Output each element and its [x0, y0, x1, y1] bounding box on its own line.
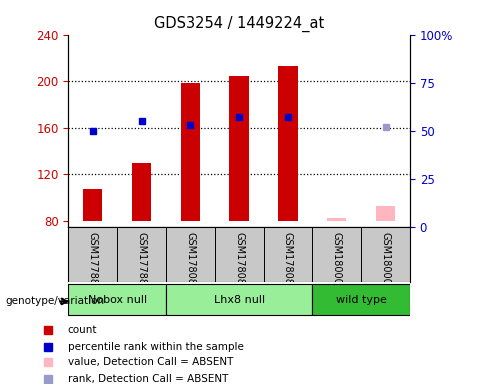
Text: GSM178085: GSM178085	[234, 232, 244, 291]
Text: GSM178086: GSM178086	[283, 232, 293, 291]
Text: percentile rank within the sample: percentile rank within the sample	[67, 342, 244, 352]
Title: GDS3254 / 1449224_at: GDS3254 / 1449224_at	[154, 16, 324, 32]
Text: GSM178084: GSM178084	[185, 232, 195, 291]
Text: GSM180005: GSM180005	[381, 232, 390, 291]
Bar	[229, 76, 249, 221]
Text: rank, Detection Call = ABSENT: rank, Detection Call = ABSENT	[67, 374, 228, 384]
Text: genotype/variation: genotype/variation	[5, 296, 104, 306]
Bar	[181, 83, 200, 221]
Text: value, Detection Call = ABSENT: value, Detection Call = ABSENT	[67, 358, 233, 367]
Bar	[376, 205, 395, 221]
Text: Nobox null: Nobox null	[87, 295, 147, 305]
Text: GSM180004: GSM180004	[332, 232, 342, 291]
Bar	[83, 189, 102, 221]
Text: Lhx8 null: Lhx8 null	[214, 295, 264, 305]
Bar	[132, 162, 151, 221]
FancyBboxPatch shape	[312, 284, 410, 315]
Text: count: count	[67, 326, 97, 336]
Text: wild type: wild type	[336, 295, 386, 305]
Bar	[278, 66, 298, 221]
Bar	[327, 218, 346, 221]
Text: GSM177882: GSM177882	[88, 232, 98, 291]
Text: GSM177883: GSM177883	[137, 232, 146, 291]
FancyBboxPatch shape	[166, 284, 312, 315]
FancyBboxPatch shape	[68, 284, 166, 315]
